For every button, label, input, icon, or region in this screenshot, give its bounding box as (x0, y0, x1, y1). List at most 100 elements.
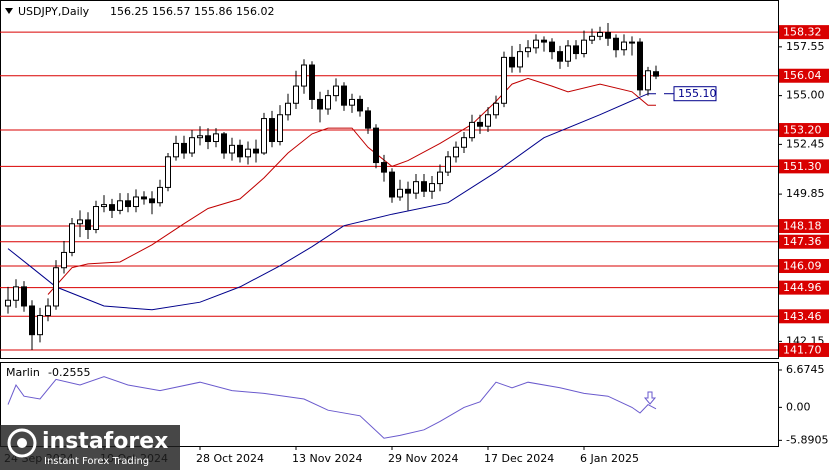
level-label: 158.32 (783, 26, 822, 39)
candle-body (117, 200, 123, 211)
candle-body (245, 148, 251, 158)
x-tick-label: 6 Jan 2025 (580, 452, 639, 465)
x-tick-label: 17 Dec 2024 (484, 452, 554, 465)
candle-body (469, 121, 475, 139)
candle-body (397, 188, 403, 198)
candle-body (421, 181, 427, 192)
candle-body (365, 110, 371, 129)
candle-body (629, 41, 635, 44)
level-label-box (779, 342, 829, 357)
y-tick-label: 152.45 (786, 137, 825, 150)
level-label: 143.46 (783, 310, 822, 323)
candle-body (261, 118, 267, 154)
level-label-box (779, 25, 829, 40)
moving-average (7, 93, 656, 311)
candle-body (157, 186, 163, 204)
candle-body (581, 39, 587, 55)
level-label: 147.36 (783, 235, 822, 248)
watermark: instaforex Instant Forex Trading (0, 425, 180, 470)
candle-body (181, 142, 187, 154)
candle-body (325, 95, 331, 110)
level-label: 148.18 (783, 220, 822, 233)
candle-body (109, 204, 115, 211)
candle-body (621, 41, 627, 51)
candle-body (541, 39, 547, 43)
candle-body (485, 114, 491, 127)
candle-body (501, 56, 507, 104)
candle-body (221, 133, 227, 154)
candle-body (5, 299, 11, 307)
y-tick-label: 157.55 (786, 40, 825, 53)
candle-body (405, 188, 411, 194)
candle-body (597, 32, 603, 37)
candle-body (413, 181, 419, 194)
candle-body (357, 98, 363, 112)
candle-body (29, 305, 35, 336)
level-label: 156.04 (783, 69, 822, 82)
candle-body (45, 305, 51, 317)
candle-body (517, 51, 523, 68)
candle-body (509, 56, 515, 68)
candle-body (149, 198, 155, 204)
candle-body (205, 135, 211, 143)
ma-label-box (673, 86, 717, 102)
candle-body (253, 148, 259, 154)
candle-body (437, 171, 443, 185)
candle-body (589, 35, 595, 41)
x-tick-label: 28 Oct 2024 (196, 452, 264, 465)
osc-tick-label: 6.6745 (786, 363, 825, 376)
candle-body (229, 144, 235, 154)
candle-body (53, 267, 59, 307)
candle-body (565, 45, 571, 62)
candle-body (333, 85, 339, 97)
oscillator-line (7, 376, 657, 439)
level-label: 141.70 (783, 343, 822, 356)
candle-body (93, 206, 99, 230)
candle-body (605, 32, 611, 39)
signal-arrow (643, 391, 657, 405)
oscillator-panel (0, 362, 779, 447)
candle-body (125, 200, 131, 208)
oscillator-value: -0.2555 (48, 366, 90, 379)
candle-body (13, 286, 19, 301)
candle-body (445, 156, 451, 173)
candle-body (309, 64, 315, 100)
oscillator-name: Marlin (6, 366, 40, 379)
candle-body (237, 144, 243, 158)
candle-body (653, 71, 659, 77)
candle-body (613, 37, 619, 51)
candle-body (453, 146, 459, 158)
candle-body (317, 98, 323, 110)
watermark-text: instaforex (42, 429, 168, 454)
main-panel (0, 0, 779, 359)
x-tick-label: 29 Nov 2024 (388, 452, 458, 465)
candle-body (189, 137, 195, 154)
level-label-box (779, 219, 829, 234)
header-high: 156.57 (152, 5, 191, 18)
candle-body (21, 286, 27, 307)
header-open: 156.25 (110, 5, 149, 18)
candle-body (101, 204, 107, 208)
candle-body (373, 127, 379, 164)
level-label-box (779, 259, 829, 274)
watermark-tagline: Instant Forex Trading (44, 456, 149, 467)
level-label: 144.96 (783, 281, 822, 294)
candle-body (173, 142, 179, 158)
candle-body (133, 196, 139, 208)
watermark-icon-core (17, 438, 27, 448)
symbol-title: USDJPY,Daily (18, 5, 90, 18)
header-low: 155.86 (194, 5, 233, 18)
osc-tick-label: -5.8905 (786, 433, 828, 446)
moving-average (47, 77, 656, 295)
y-tick-label: 149.85 (786, 187, 825, 200)
candle-body (61, 251, 67, 269)
candle-body (549, 41, 555, 53)
candle-body (141, 196, 147, 200)
candle-body (525, 47, 531, 53)
osc-tick-label: 0.00 (786, 400, 811, 413)
candle-body (349, 98, 355, 106)
candle-body (645, 70, 651, 91)
candle-body (477, 121, 483, 127)
candle-body (197, 135, 203, 139)
